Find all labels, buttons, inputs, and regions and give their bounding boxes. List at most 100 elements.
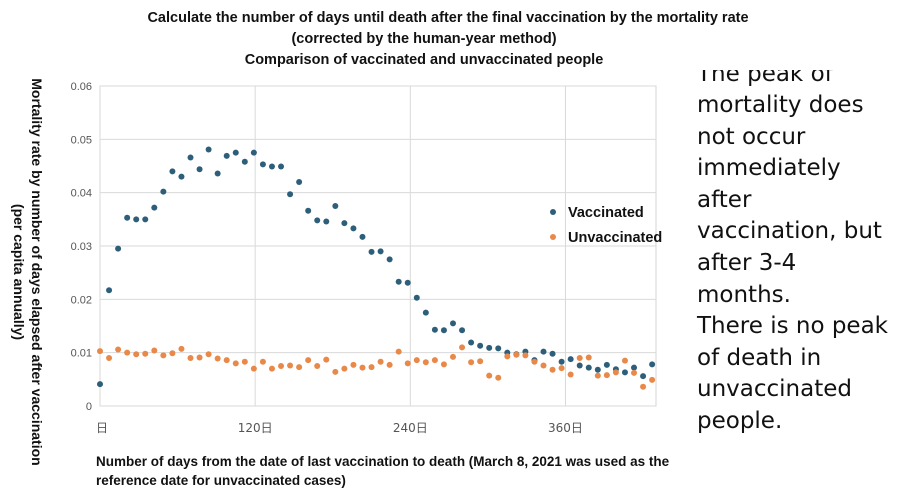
vaccinated-point bbox=[278, 163, 285, 170]
chart-title: Calculate the number of days until death… bbox=[0, 8, 904, 71]
x-tick-label: 120日 bbox=[238, 421, 273, 435]
unvaccinated-point bbox=[413, 357, 420, 364]
vaccinated-point bbox=[115, 245, 122, 252]
y-tick-label: 0.03 bbox=[71, 241, 92, 253]
unvaccinated-point bbox=[178, 345, 185, 352]
unvaccinated-point bbox=[603, 372, 610, 379]
vaccinated-point bbox=[133, 216, 140, 223]
vaccinated-point bbox=[332, 203, 339, 209]
unvaccinated-point bbox=[377, 358, 384, 365]
unvaccinated-point bbox=[395, 348, 402, 355]
unvaccinated-point bbox=[386, 361, 393, 368]
unvaccinated-point bbox=[115, 346, 122, 353]
annotation-line-6: There is no peak bbox=[697, 313, 888, 340]
unvaccinated-point bbox=[287, 362, 294, 369]
unvaccinated-point bbox=[594, 372, 601, 379]
unvaccinated-point bbox=[477, 358, 484, 365]
vaccinated-point bbox=[558, 358, 565, 365]
unvaccinated-point bbox=[576, 355, 583, 361]
unvaccinated-point bbox=[124, 349, 131, 356]
unvaccinated-point bbox=[323, 356, 330, 363]
unvaccinated-point bbox=[513, 351, 520, 358]
unvaccinated-point bbox=[151, 347, 158, 354]
vaccinated-point bbox=[296, 179, 303, 185]
annotation-line-4: vaccination, but bbox=[697, 218, 882, 245]
vaccinated-point bbox=[413, 294, 420, 301]
unvaccinated-point bbox=[640, 383, 647, 390]
legend-marker-unvaccinated bbox=[550, 234, 556, 240]
vaccinated-point bbox=[232, 149, 239, 156]
unvaccinated-point bbox=[631, 369, 638, 376]
vaccinated-point bbox=[241, 158, 248, 165]
vaccinated-point bbox=[124, 214, 131, 221]
vaccinated-point bbox=[576, 362, 583, 369]
vaccinated-point bbox=[631, 364, 638, 371]
legend-marker-vaccinated bbox=[550, 209, 556, 215]
annotation-line-3: immediately after bbox=[697, 155, 841, 213]
annotation-line-7: of death in bbox=[697, 344, 822, 371]
unvaccinated-point bbox=[649, 376, 656, 383]
unvaccinated-point bbox=[585, 354, 592, 361]
unvaccinated-point bbox=[459, 344, 466, 351]
vaccinated-point bbox=[160, 188, 167, 195]
unvaccinated-point bbox=[142, 350, 149, 357]
vaccinated-point bbox=[323, 218, 330, 225]
vaccinated-point bbox=[259, 161, 266, 168]
unvaccinated-point bbox=[305, 357, 312, 364]
vaccinated-point bbox=[649, 361, 656, 368]
unvaccinated-point bbox=[504, 353, 511, 360]
vaccinated-point bbox=[585, 364, 592, 371]
unvaccinated-point bbox=[621, 357, 628, 364]
x-tick-label: 日 bbox=[96, 421, 108, 435]
unvaccinated-point bbox=[341, 365, 348, 372]
unvaccinated-point bbox=[332, 368, 339, 375]
vaccinated-point bbox=[368, 248, 375, 255]
vaccinated-point bbox=[268, 163, 275, 170]
vaccinated-point bbox=[377, 248, 384, 255]
vaccinated-point bbox=[459, 327, 466, 334]
vaccinated-point bbox=[287, 191, 294, 198]
vaccinated-point bbox=[223, 152, 230, 159]
vaccinated-point bbox=[106, 287, 113, 294]
y-tick-label: 0.04 bbox=[71, 188, 92, 200]
unvaccinated-point bbox=[241, 358, 248, 365]
unvaccinated-point bbox=[296, 364, 303, 371]
vaccinated-point bbox=[196, 166, 203, 173]
unvaccinated-point bbox=[549, 366, 556, 373]
unvaccinated-point bbox=[495, 374, 502, 381]
unvaccinated-point bbox=[468, 359, 475, 366]
y-tick-label: 0.01 bbox=[71, 348, 92, 360]
unvaccinated-point bbox=[558, 365, 565, 372]
annotation-line-2: not occur bbox=[697, 123, 806, 150]
unvaccinated-point bbox=[259, 358, 266, 365]
vaccinated-point bbox=[341, 220, 348, 227]
vaccinated-point bbox=[151, 204, 158, 211]
unvaccinated-point bbox=[350, 361, 357, 368]
chart-title-line-3: Comparison of vaccinated and unvaccinate… bbox=[244, 52, 604, 68]
unvaccinated-point bbox=[187, 355, 194, 361]
unvaccinated-point bbox=[232, 360, 239, 367]
annotation-line-8: unvaccinated bbox=[697, 376, 852, 403]
x-tick-label: 240日 bbox=[393, 421, 428, 435]
x-tick-label: 360日 bbox=[548, 421, 583, 435]
y-tick-label: 0 bbox=[86, 401, 92, 413]
unvaccinated-point bbox=[214, 355, 221, 362]
unvaccinated-point bbox=[223, 357, 230, 364]
unvaccinated-point bbox=[250, 365, 257, 372]
vaccinated-point bbox=[486, 344, 493, 351]
unvaccinated-point bbox=[612, 369, 619, 376]
legend-label-unvaccinated: Unvaccinated bbox=[568, 230, 662, 246]
vaccinated-point bbox=[449, 320, 456, 327]
vaccinated-point bbox=[549, 350, 556, 357]
vaccinated-point bbox=[97, 381, 103, 388]
unvaccinated-point bbox=[368, 364, 375, 371]
annotation-text: The peak of mortality does not occur imm… bbox=[697, 70, 897, 438]
annotation-line-9: people. bbox=[697, 407, 783, 434]
unvaccinated-point bbox=[567, 371, 574, 378]
unvaccinated-point bbox=[97, 348, 103, 355]
unvaccinated-point bbox=[278, 363, 285, 369]
vaccinated-point bbox=[468, 339, 475, 346]
vaccinated-point bbox=[187, 154, 194, 161]
annotation-clipped-line: The peak of bbox=[697, 70, 833, 87]
